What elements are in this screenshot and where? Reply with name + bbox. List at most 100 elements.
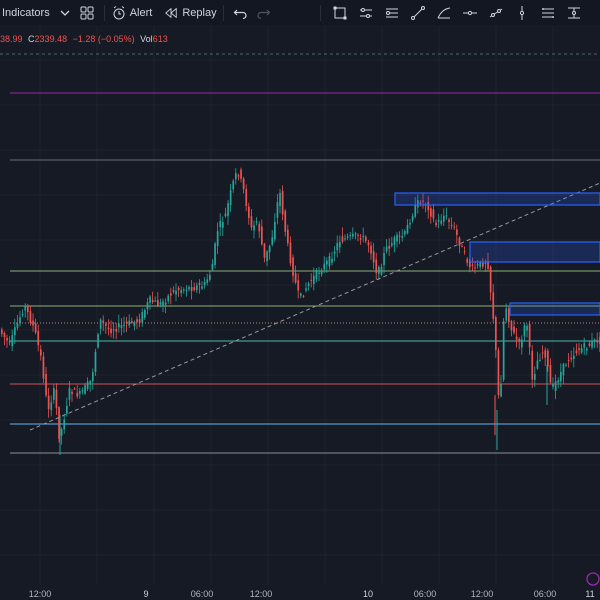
candle-body bbox=[164, 302, 167, 305]
candle-body bbox=[492, 292, 495, 319]
candle-body bbox=[552, 383, 554, 387]
candle-body bbox=[401, 236, 404, 238]
trend-line-tool[interactable] bbox=[405, 2, 431, 24]
supply-zone bbox=[509, 302, 600, 316]
select-box-icon bbox=[333, 6, 347, 19]
candle-body bbox=[42, 356, 45, 379]
supply-zone bbox=[469, 241, 600, 263]
candle-body bbox=[586, 348, 588, 351]
candle-body bbox=[515, 336, 518, 340]
candle-body bbox=[344, 238, 346, 240]
candle-body bbox=[154, 300, 157, 302]
candle-body bbox=[89, 380, 92, 385]
fib-retracement-tool[interactable] bbox=[431, 2, 457, 24]
candle-body bbox=[359, 238, 362, 240]
ray-tool[interactable] bbox=[483, 2, 509, 24]
candle-body bbox=[510, 321, 513, 331]
candle-body bbox=[469, 259, 471, 268]
candle-body bbox=[450, 224, 453, 226]
candle-body bbox=[94, 351, 97, 372]
candle-body bbox=[183, 289, 185, 291]
parallel-channel-tool[interactable] bbox=[379, 2, 405, 24]
candle-body bbox=[305, 288, 307, 291]
candle-body bbox=[453, 226, 456, 228]
candle-body bbox=[276, 202, 279, 218]
candle-body bbox=[354, 233, 357, 235]
go-to-realtime-icon[interactable] bbox=[586, 572, 600, 586]
candle-body bbox=[268, 245, 271, 253]
candle-body bbox=[102, 320, 105, 323]
candle-body bbox=[219, 220, 222, 228]
candle-body bbox=[281, 190, 284, 215]
candle-body bbox=[190, 287, 193, 291]
candle-body bbox=[307, 283, 310, 286]
candle-body bbox=[396, 234, 398, 242]
candle-body bbox=[385, 246, 388, 252]
candle-body bbox=[508, 308, 510, 322]
candle-body bbox=[567, 360, 570, 362]
candle-body bbox=[157, 299, 159, 306]
candle-body bbox=[378, 266, 380, 274]
candle-body bbox=[175, 290, 177, 295]
candle-body bbox=[471, 264, 474, 266]
candle-body bbox=[375, 259, 378, 274]
candle-body bbox=[289, 242, 292, 264]
candle-body bbox=[362, 235, 365, 238]
candle-body bbox=[203, 282, 206, 286]
candle-body bbox=[253, 225, 255, 231]
candle-body bbox=[131, 321, 133, 323]
candle-body bbox=[573, 355, 575, 359]
candle-body bbox=[487, 261, 489, 269]
candle-body bbox=[461, 246, 463, 248]
candle-body bbox=[518, 339, 521, 341]
candle-body bbox=[539, 359, 541, 361]
horizontal-ray-tool[interactable] bbox=[353, 2, 379, 24]
redo-icon bbox=[257, 9, 270, 19]
indicators-button[interactable]: Indicators bbox=[0, 0, 50, 25]
candle-body bbox=[393, 237, 396, 245]
candle-body bbox=[404, 231, 406, 235]
indicator-templates-button[interactable] bbox=[54, 2, 76, 24]
candle-body bbox=[479, 261, 482, 268]
candle-body bbox=[8, 341, 11, 343]
candle-body bbox=[271, 237, 274, 245]
candle-body bbox=[237, 175, 240, 177]
vertical-line-tool[interactable] bbox=[509, 2, 535, 24]
alert-button[interactable]: Alert bbox=[111, 0, 152, 25]
candle-body bbox=[172, 289, 175, 292]
candle-body bbox=[448, 219, 450, 223]
change-value: −1.28 (−0.05%) bbox=[72, 34, 135, 44]
candle-body bbox=[151, 299, 154, 302]
candle-body bbox=[383, 252, 385, 266]
vertical-line-icon bbox=[519, 5, 524, 20]
candle-body bbox=[528, 323, 531, 348]
candle-body bbox=[216, 231, 219, 247]
select-box-tool[interactable] bbox=[327, 2, 353, 24]
candle-body bbox=[211, 263, 214, 270]
redo-button[interactable] bbox=[252, 2, 274, 24]
candle-body bbox=[68, 387, 71, 400]
rewind-icon bbox=[165, 7, 178, 18]
candle-body bbox=[37, 331, 40, 346]
layout-grid-button[interactable] bbox=[76, 2, 98, 24]
time-tick: 12:00 bbox=[249, 589, 273, 599]
candle-body bbox=[97, 334, 99, 348]
candle-body bbox=[214, 243, 216, 265]
candle-body bbox=[502, 321, 505, 380]
horizontal-line-tool[interactable] bbox=[457, 2, 483, 24]
regression-tool[interactable] bbox=[535, 2, 561, 24]
candle-body bbox=[549, 364, 552, 383]
candle-body bbox=[388, 245, 391, 249]
candle-body bbox=[45, 373, 47, 396]
candle-body bbox=[411, 215, 414, 221]
horizontal-ray-icon bbox=[359, 7, 372, 18]
candle-body bbox=[120, 325, 123, 329]
price-range-tool[interactable] bbox=[561, 2, 587, 24]
candle-body bbox=[144, 309, 146, 318]
replay-button[interactable]: Replay bbox=[164, 0, 217, 25]
undo-button[interactable] bbox=[230, 2, 252, 24]
candle-body bbox=[14, 327, 16, 336]
candle-body bbox=[229, 190, 232, 206]
candle-body bbox=[326, 260, 328, 265]
